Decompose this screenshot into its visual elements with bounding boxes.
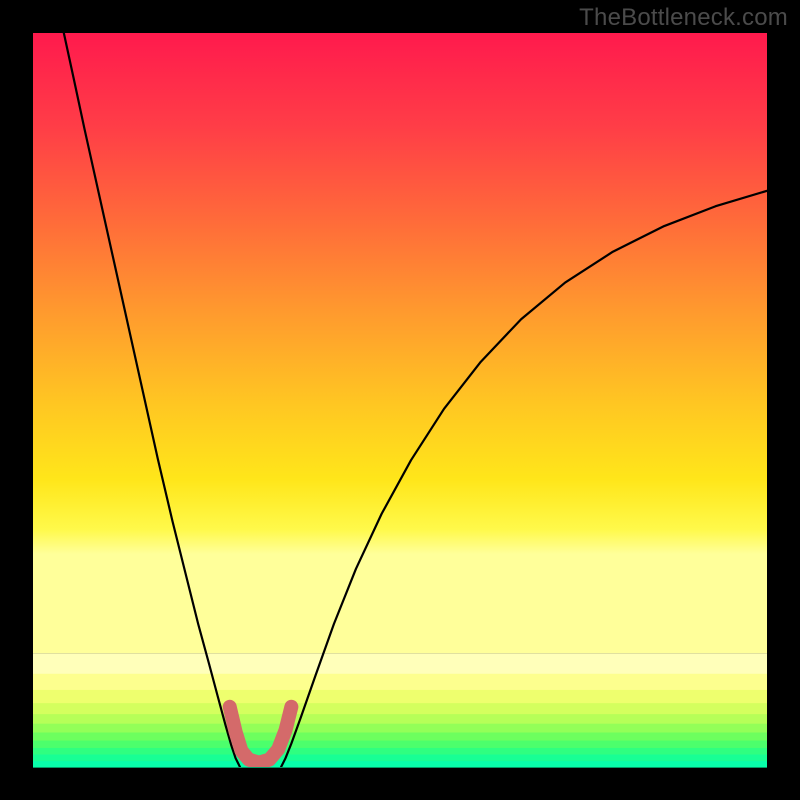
gradient-band — [33, 761, 767, 767]
gradient-band — [33, 690, 767, 704]
gradient-band — [33, 741, 767, 749]
gradient-band — [33, 733, 767, 742]
gradient-band — [33, 674, 767, 691]
bottleneck-chart — [0, 0, 800, 800]
gradient-band — [33, 653, 767, 674]
chart-root: TheBottleneck.com — [0, 0, 800, 800]
gradient-band — [33, 703, 767, 715]
gradient-band — [33, 755, 767, 762]
watermark-text: TheBottleneck.com — [579, 4, 788, 32]
gradient-band — [33, 748, 767, 755]
gradient-background — [33, 33, 767, 653]
gradient-band — [33, 724, 767, 733]
gradient-band — [33, 714, 767, 724]
